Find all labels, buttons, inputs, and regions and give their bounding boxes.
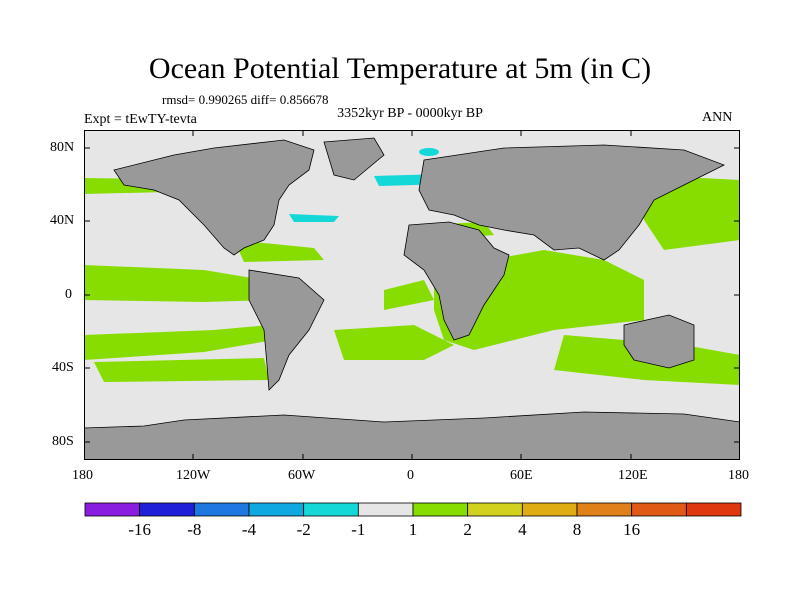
colorbar-swatch [685,502,742,517]
colorbar-label: 8 [572,520,582,539]
experiment-label: Expt = tEwTY-tevta [84,112,197,127]
colorbar-label: -8 [187,520,202,539]
lon-label: 0 [407,468,414,483]
antarctica [84,411,740,460]
stats-text: rmsd= 0.990265 diff= 0.856678 [162,92,329,107]
australia [623,314,695,369]
colorbar-swatch [357,502,414,517]
lon-label: 120W [176,468,211,483]
map-panel [84,130,740,460]
land-masses [84,137,740,460]
colorbar-labels: -16 -8 -4 -2 -1 1 2 4 8 16 [0,520,800,540]
lon-label: 120E [618,468,648,483]
chart-title: Ocean Potential Temperature at 5m (in C) [148,52,652,85]
colorbar-swatch [303,502,359,517]
greenland [323,137,385,181]
lat-label: 40S [52,360,74,375]
season-label: ANN [702,110,733,125]
africa [403,221,510,341]
colorbar-swatch [248,502,305,517]
colorbar-swatch [576,502,633,517]
colorbar-swatch [84,502,141,517]
colorbar-label: -2 [296,520,311,539]
colorbar [84,502,742,517]
lat-label: 0 [65,287,72,302]
colorbar-swatch [467,502,523,517]
lat-label: 80S [52,434,74,449]
lat-label: 40N [50,213,75,228]
lat-label: 80N [50,140,75,155]
colorbar-label: 1 [408,520,418,539]
colorbar-swatch [521,502,578,517]
eurasia [418,144,725,261]
map-frame [84,130,740,460]
lon-label: 180 [728,468,749,483]
lon-label: 60E [510,468,533,483]
colorbar-label: -1 [351,520,366,539]
lon-label: 60W [288,468,316,483]
colorbar-label: 4 [518,520,527,539]
colorbar-swatch [631,502,687,517]
north-america [113,139,315,256]
period-label: 3352kyr BP - 0000kyr BP [337,106,483,121]
lon-label: 180 [72,468,93,483]
colorbar-label: 2 [463,520,472,539]
south-america [248,269,325,391]
colorbar-label: 16 [623,520,641,539]
colorbar-swatch [139,502,195,517]
colorbar-label: -16 [128,520,151,539]
colorbar-swatch [412,502,469,517]
colorbar-label: -4 [241,520,257,539]
colorbar-swatch [193,502,250,517]
